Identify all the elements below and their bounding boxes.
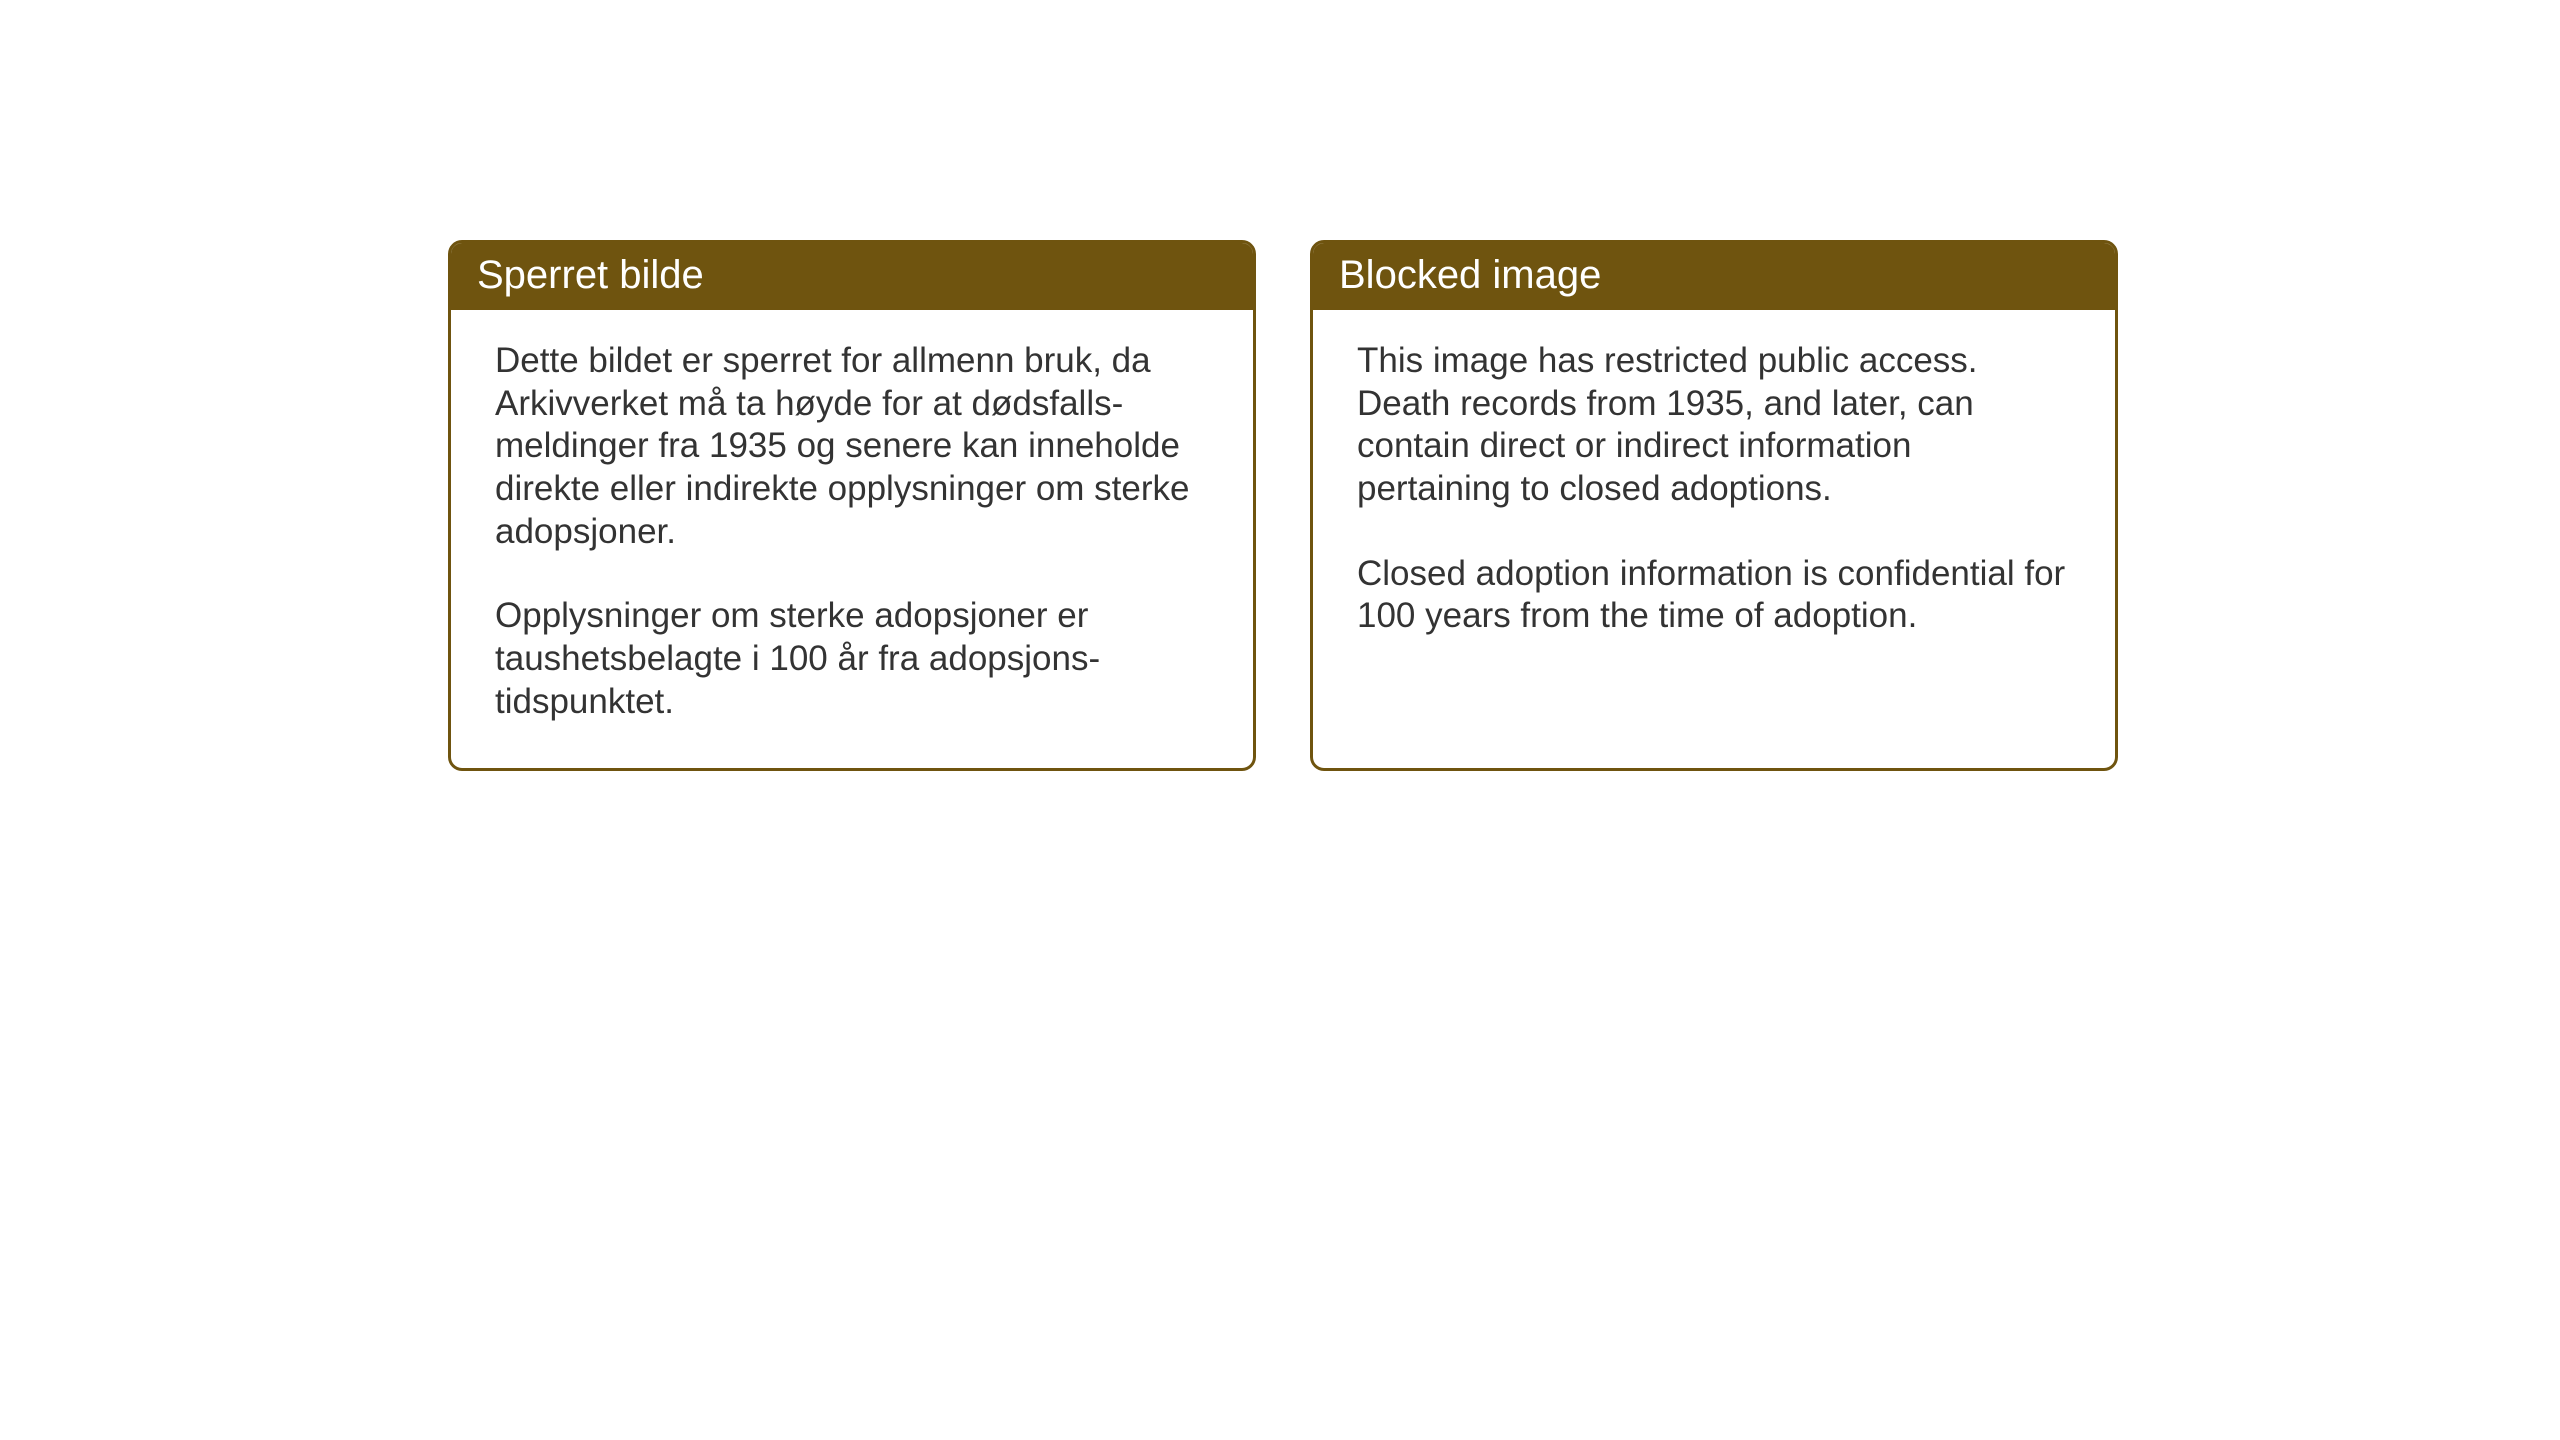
notice-paragraph-2-english: Closed adoption information is confident… bbox=[1357, 553, 2071, 638]
notice-card-english: Blocked image This image has restricted … bbox=[1310, 240, 2118, 771]
notice-header-norwegian: Sperret bilde bbox=[451, 243, 1253, 310]
notice-paragraph-1-norwegian: Dette bildet er sperret for allmenn bruk… bbox=[495, 340, 1209, 553]
notice-body-norwegian: Dette bildet er sperret for allmenn bruk… bbox=[451, 310, 1253, 768]
notice-paragraph-2-norwegian: Opplysninger om sterke adopsjoner er tau… bbox=[495, 595, 1209, 723]
notice-card-norwegian: Sperret bilde Dette bildet er sperret fo… bbox=[448, 240, 1256, 771]
notice-header-english: Blocked image bbox=[1313, 243, 2115, 310]
notice-paragraph-1-english: This image has restricted public access.… bbox=[1357, 340, 2071, 511]
notice-body-english: This image has restricted public access.… bbox=[1313, 310, 2115, 682]
notice-container: Sperret bilde Dette bildet er sperret fo… bbox=[448, 240, 2118, 771]
